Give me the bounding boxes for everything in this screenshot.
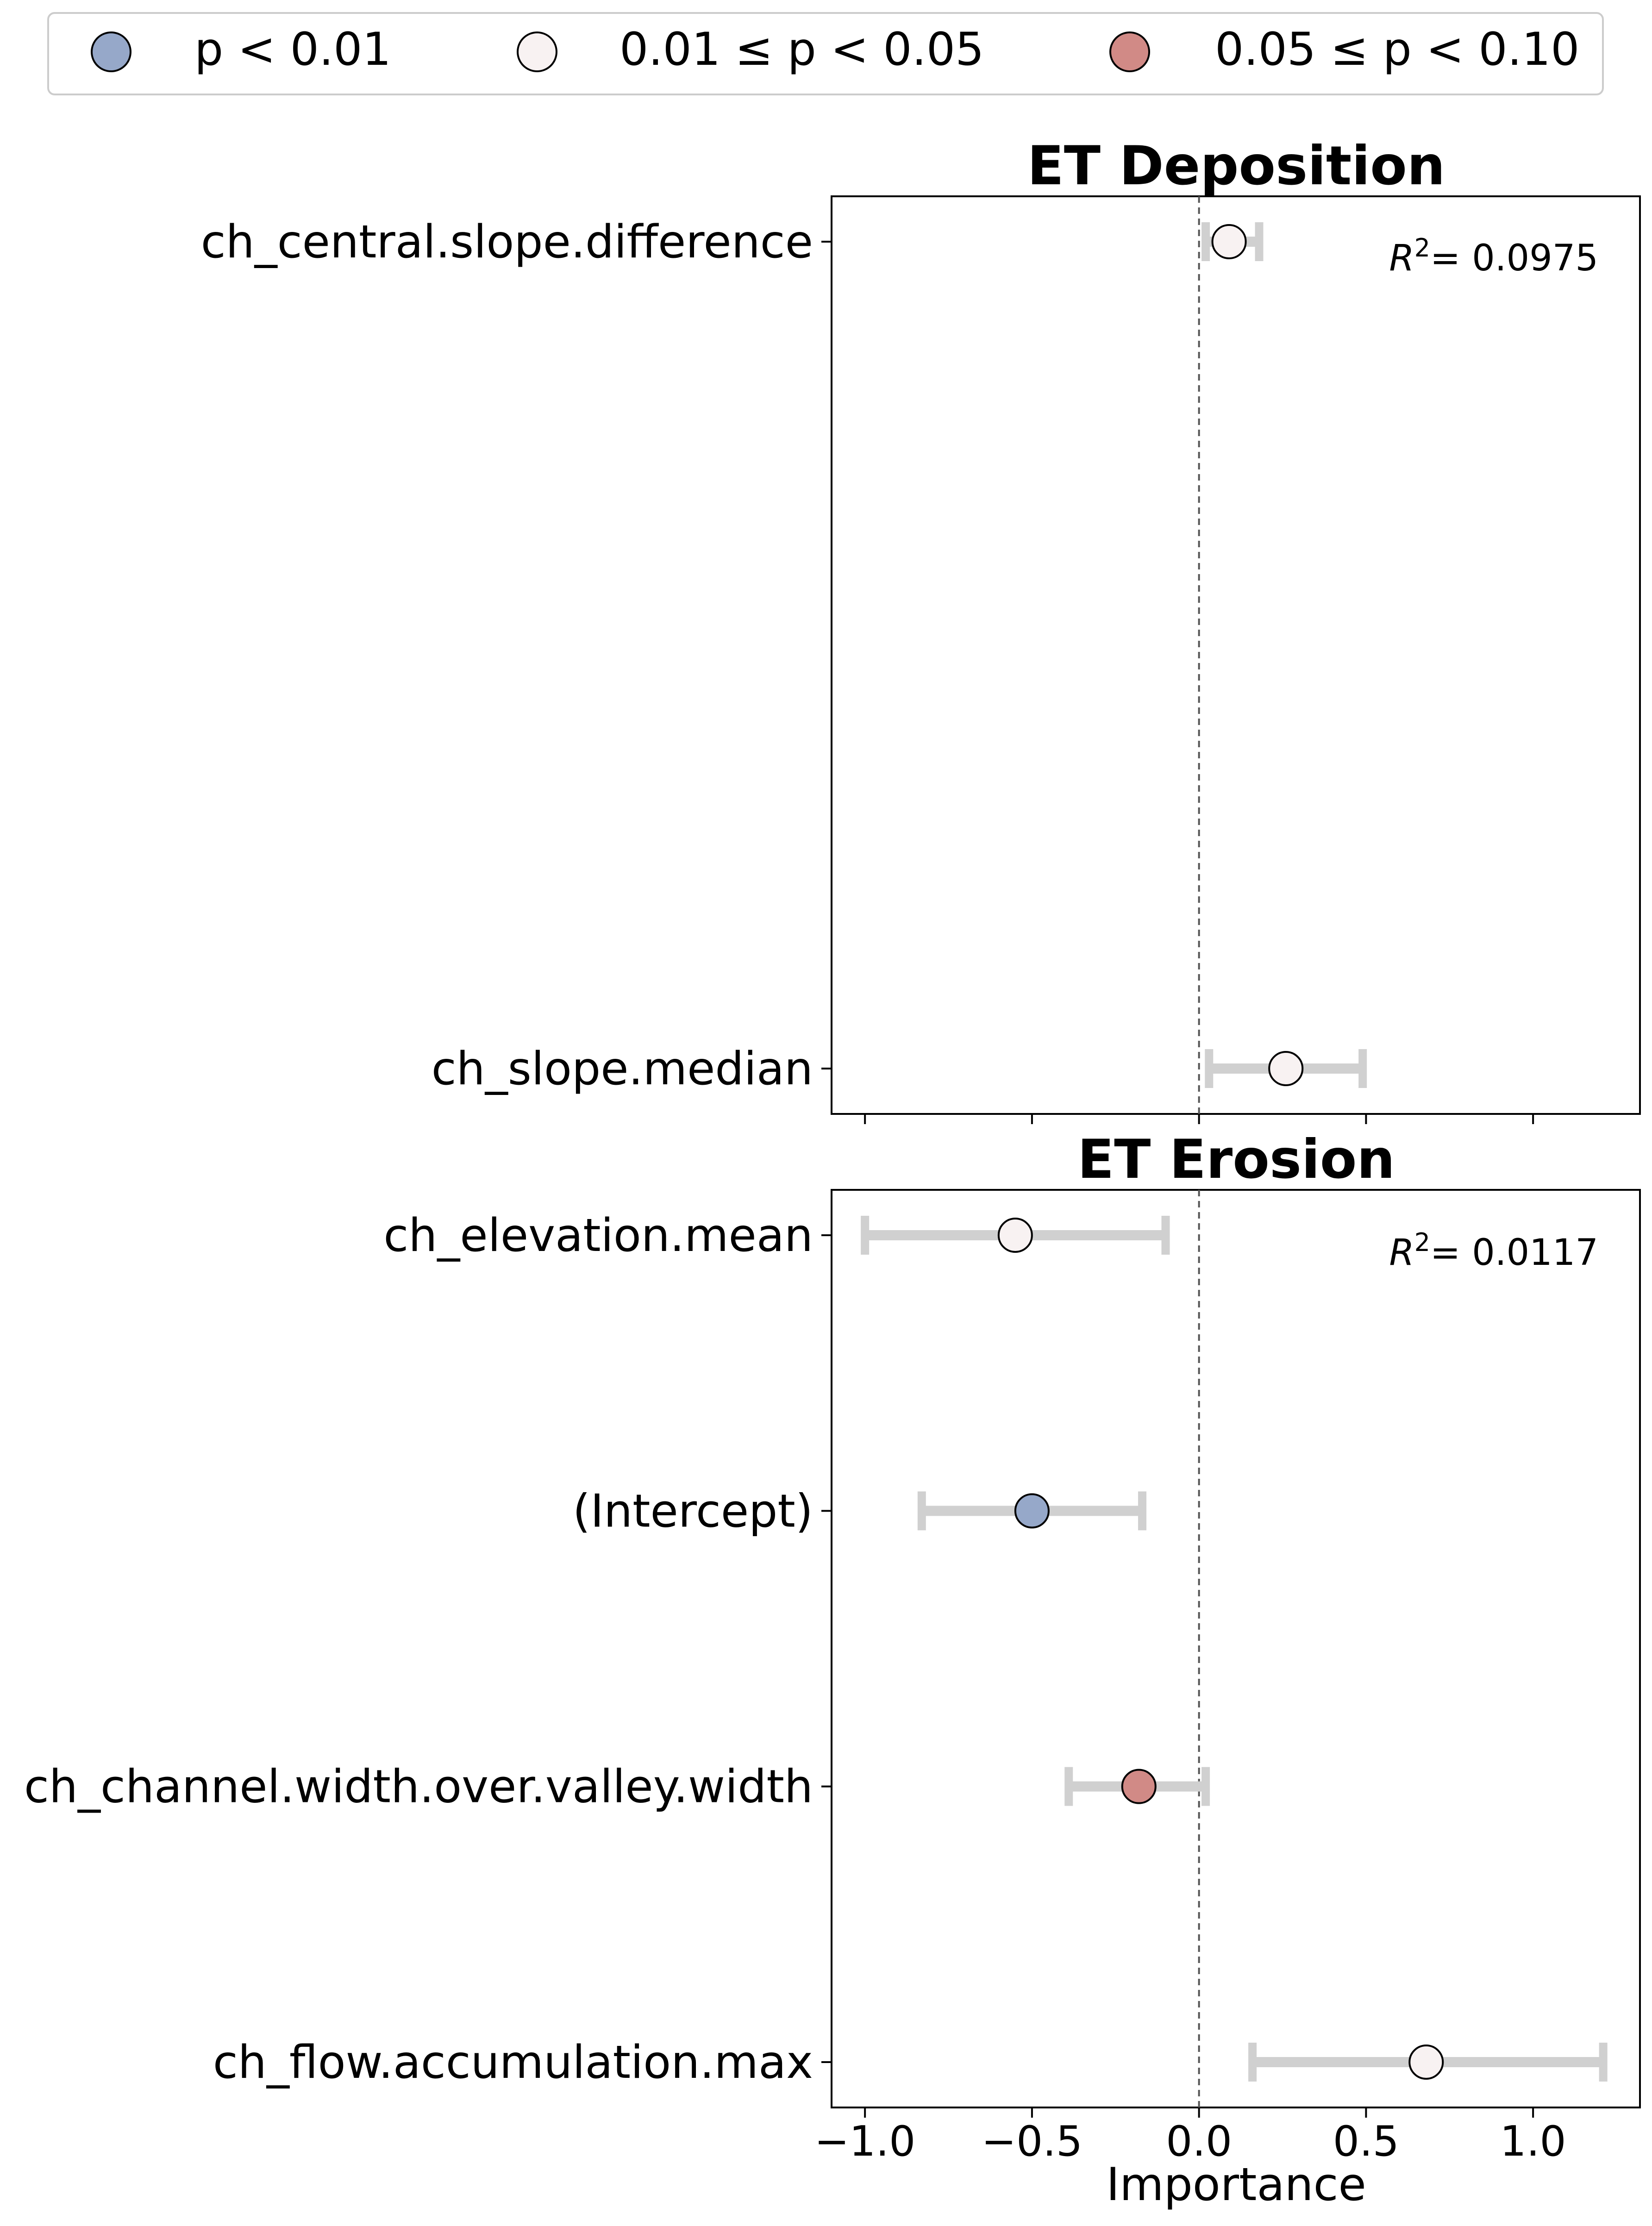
legend-marker-p-001-005 — [517, 31, 557, 72]
deposition-x-ticks — [864, 1114, 1534, 1124]
estimate-point — [997, 1218, 1033, 1253]
estimate-point — [1268, 1051, 1304, 1086]
x-tick-label: −1.0 — [814, 2117, 916, 2166]
panel-title: ET Deposition — [1027, 135, 1446, 197]
panel-title: ET Erosion — [1077, 1128, 1395, 1191]
estimate-point — [1014, 1493, 1050, 1529]
legend-label-p-005-010: 0.05 ≤ p < 0.10 — [1215, 23, 1579, 76]
estimate-point — [1121, 1769, 1157, 1804]
y-tick-label: ch_channel.width.over.valley.width — [24, 1761, 813, 1813]
legend-marker-p-005-010 — [1109, 31, 1150, 72]
y-tick-label: ch_slope.median — [432, 1043, 813, 1095]
x-axis-label: Importance — [1106, 2158, 1366, 2211]
panel-et-erosion: ET Erosion R2= 0.0117 ch_elevation.mean (… — [24, 1128, 1641, 2211]
plot-frame — [831, 195, 1641, 1115]
y-tick-label: ch_elevation.mean — [383, 1209, 813, 1262]
y-tick-label: (Intercept) — [573, 1485, 813, 1538]
r-squared-annotation: R2= 0.0117 — [1389, 1228, 1598, 1274]
plot-frame — [831, 1189, 1641, 2108]
erosion-x-ticks: −1.0 −0.5 0.0 0.5 1.0 — [814, 2107, 1566, 2166]
y-tick-label: ch_flow.accumulation.max — [213, 2036, 813, 2089]
estimate-point — [1211, 224, 1247, 259]
legend-marker-p-lt-001 — [91, 31, 131, 72]
x-tick-label: 1.0 — [1500, 2117, 1566, 2166]
erosion-marks: ch_elevation.mean (Intercept) ch_channel.w… — [24, 1209, 1608, 2089]
r-squared-annotation: R2= 0.0975 — [1389, 233, 1598, 279]
legend-label-p-001-005: 0.01 ≤ p < 0.05 — [620, 23, 984, 76]
deposition-marks: ch_central.slope.difference ch_slope.medi… — [201, 216, 1367, 1095]
x-tick-label: 0.0 — [1166, 2117, 1232, 2166]
legend: p < 0.01 0.01 ≤ p < 0.05 0.05 ≤ p < 0.10 — [47, 12, 1604, 95]
x-tick-label: 0.5 — [1333, 2117, 1399, 2166]
panel-et-deposition: ET Deposition R2= 0.0975 ch_central.slop… — [201, 135, 1641, 1124]
x-tick-label: −0.5 — [982, 2117, 1083, 2166]
y-tick-label: ch_central.slope.difference — [201, 216, 813, 269]
legend-frame — [47, 12, 1604, 95]
estimate-point — [1408, 2045, 1444, 2080]
legend-label-p-lt-001: p < 0.01 — [194, 23, 391, 76]
